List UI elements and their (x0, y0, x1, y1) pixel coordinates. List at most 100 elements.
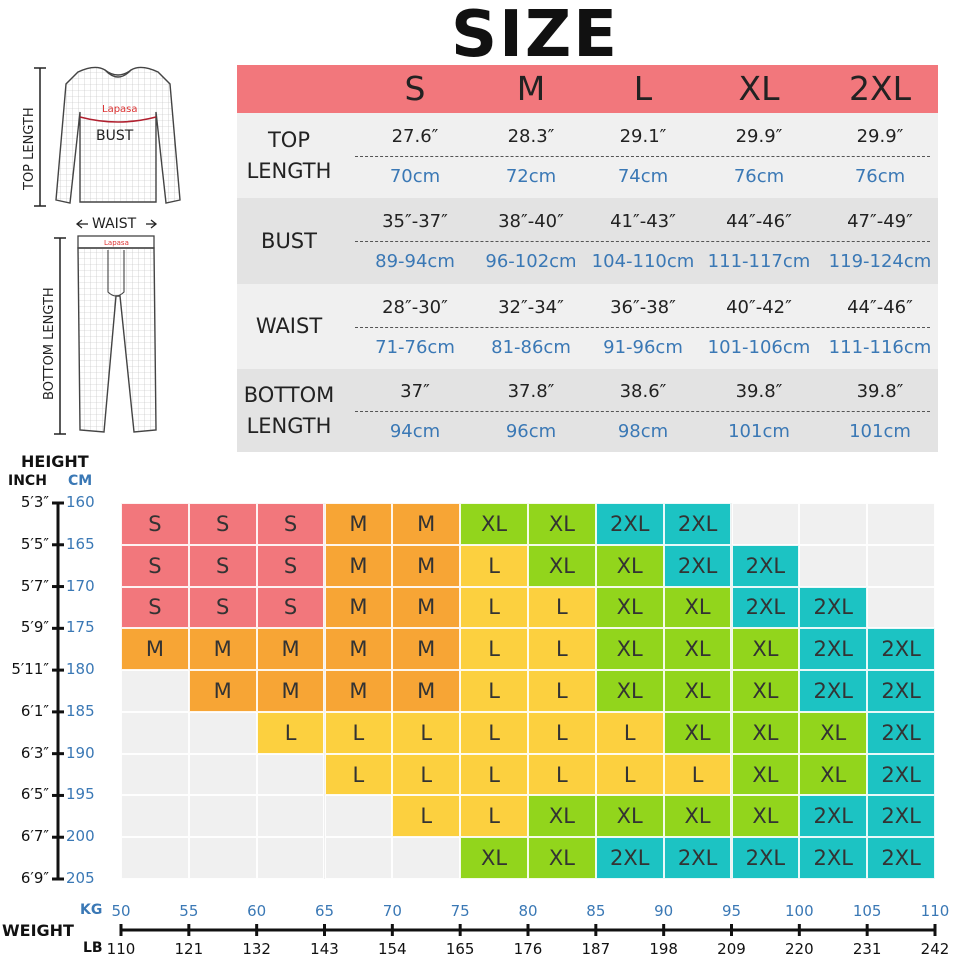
grid-cell: XL (595, 795, 664, 838)
grid-cell: 2XL (731, 586, 800, 629)
height-cm-label: 195 (66, 785, 95, 804)
grid-cell: 2XL (731, 837, 800, 879)
grid-cell: L (324, 753, 393, 796)
weight-kg-label: 50 (111, 902, 131, 920)
measurement-label: BUST (261, 228, 317, 253)
grid-cell: L (392, 795, 461, 838)
grid-cell: S (256, 503, 325, 545)
cm-value: 89-94cm (375, 251, 455, 272)
inch-value: 47″-49″ (847, 211, 913, 232)
grid-cell: M (256, 670, 325, 712)
grid-cell: XL (595, 628, 664, 671)
grid-cell: S (188, 586, 257, 629)
weight-lb-label: 220 (785, 940, 814, 958)
grid-cell: S (121, 586, 189, 629)
size-header-l: L (633, 69, 653, 108)
garment-illustrations: TOP LENGTH Lapasa BUST WAIST BOTTOM LENG… (0, 60, 230, 450)
cm-value: 70cm (389, 166, 441, 187)
grid-cell: L (528, 586, 596, 629)
weight-lb-label: 231 (852, 940, 882, 958)
height-inch-label: 6′1″ (20, 701, 49, 720)
grid-cell (121, 795, 189, 838)
grid-cell: 2XL (867, 711, 935, 754)
grid-cell: M (392, 503, 461, 545)
garment-svg: TOP LENGTH Lapasa BUST WAIST BOTTOM LENG… (22, 66, 181, 435)
grid-cell: XL (595, 670, 664, 712)
cm-unit-label: CM (68, 473, 93, 489)
height-cm-label: 200 (66, 827, 95, 846)
weight-lb-label: 209 (717, 940, 746, 958)
grid-cell: XL (663, 795, 732, 838)
grid-cell: 2XL (867, 628, 935, 671)
grid-cell (256, 753, 325, 796)
grid-cell (731, 503, 800, 545)
measurement-row: BUST 35″-37″ 89-94cm 38″-40″ 96-102cm 41″-43″… (237, 198, 938, 284)
grid-cell: L (324, 711, 393, 754)
grid-cell (188, 711, 257, 754)
inch-value: 29.9″ (856, 126, 904, 147)
grid-cell: M (256, 628, 325, 671)
grid-cell: XL (731, 670, 800, 712)
dashed-divider (355, 156, 930, 157)
weight-kg-label: 90 (654, 902, 674, 920)
weight-lb-label: 165 (445, 940, 475, 958)
inch-value: 29.9″ (735, 126, 783, 147)
grid-cell: XL (595, 544, 664, 587)
cm-value: 96cm (505, 421, 557, 442)
dashed-divider (355, 241, 930, 242)
grid-cell: L (460, 753, 528, 796)
height-cm-label: 165 (66, 534, 95, 553)
measurement-row: TOP LENGTH 27.6″ 70cm 28.3″ 72cm 29.1″ 74cm 29.… (237, 113, 938, 198)
grid-cell: M (324, 586, 393, 629)
height-inch-label: 5′3″ (20, 493, 49, 511)
grid-cell: S (256, 544, 325, 587)
measurement-label: WAIST (255, 314, 323, 338)
grid-cell: XL (731, 795, 800, 838)
weight-kg-label: 110 (920, 902, 950, 920)
measurement-row: BOTTOM LENGTH 37″ 94cm 37.8″ 96cm 38.6″ 98cm 39… (237, 369, 938, 452)
dashed-divider (355, 327, 930, 328)
weight-lb-label: 121 (174, 940, 204, 958)
cm-value: 74cm (617, 166, 669, 187)
height-inch-label: 5′11″ (11, 660, 49, 679)
inch-value: 41″-43″ (610, 211, 676, 232)
grid-cell: L (528, 628, 596, 671)
weight-kg-label: 80 (518, 902, 538, 920)
weight-axis-line (119, 924, 937, 936)
grid-cell: L (460, 628, 528, 671)
height-inch-label: 6′7″ (20, 827, 49, 846)
grid-cell: M (392, 544, 461, 587)
grid-cell (256, 837, 325, 879)
cm-value: 104-110cm (591, 251, 695, 272)
inch-value: 44″-46″ (847, 297, 913, 318)
cm-value: 81-86cm (491, 337, 571, 358)
grid-cell: L (460, 711, 528, 754)
inch-value: 44″-46″ (726, 211, 792, 232)
height-cm-label: 190 (66, 743, 95, 762)
grid-cell: XL (460, 503, 528, 545)
inch-value: 39.8″ (856, 381, 904, 402)
grid-cell (867, 586, 935, 629)
grid-cell: M (188, 628, 257, 671)
brand-logo-top: Lapasa (102, 104, 138, 115)
weight-axis-title: WEIGHT (2, 921, 74, 940)
inch-value: 38.6″ (619, 381, 667, 402)
grid-cell: M (324, 503, 393, 545)
waist-measure (75, 219, 158, 229)
weight-kg-label: 100 (785, 902, 814, 920)
grid-cell: S (256, 586, 325, 629)
grid-cell: L (460, 586, 528, 629)
height-inch-label: 5′5″ (20, 534, 49, 553)
grid-cell: L (392, 711, 461, 754)
height-cm-label: 180 (66, 660, 95, 679)
grid-cell (121, 670, 189, 712)
inch-value: 32″-34″ (498, 297, 564, 318)
bottom-length-label: BOTTOM LENGTH (42, 287, 57, 400)
cm-value: 76cm (854, 166, 906, 187)
inch-value: 27.6″ (391, 126, 439, 147)
grid-cell: L (528, 670, 596, 712)
inch-value: 39.8″ (735, 381, 783, 402)
weight-lb-label: 154 (378, 940, 407, 958)
grid-cell: M (392, 670, 461, 712)
grid-cell: L (460, 544, 528, 587)
